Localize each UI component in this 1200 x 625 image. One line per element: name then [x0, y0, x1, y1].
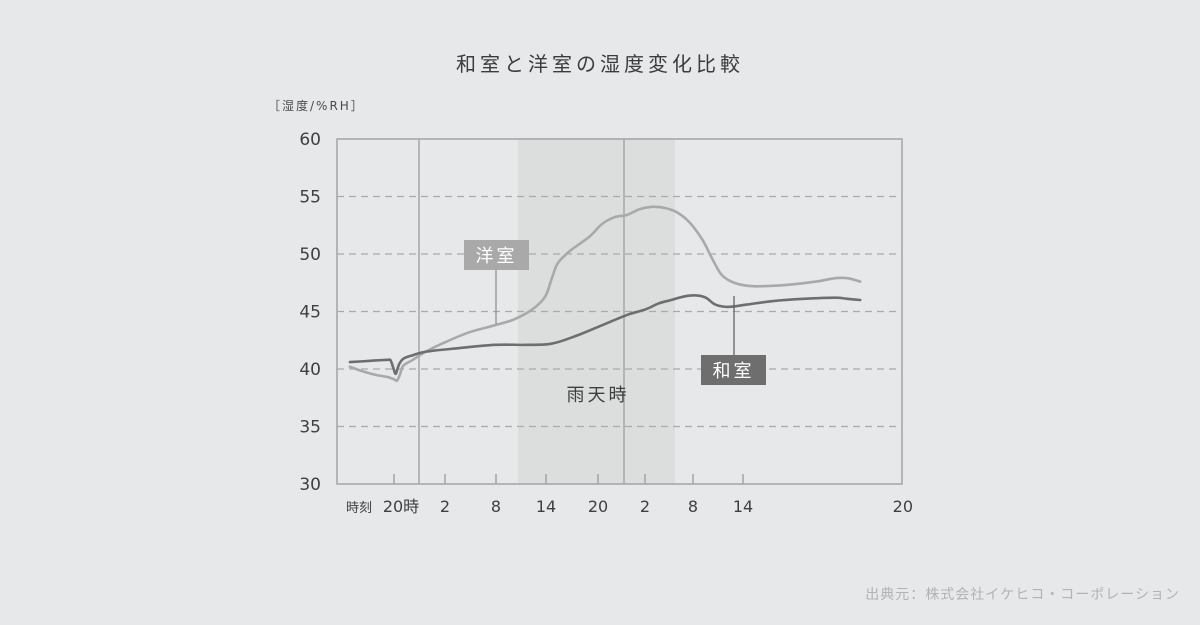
source-credit: 出典元：株式会社イケヒコ・コーポレーション — [865, 587, 1180, 603]
x-tick-label: 14 — [536, 497, 556, 516]
washitsu-label-box — [701, 355, 766, 385]
y-tick-label: 45 — [299, 303, 321, 323]
yoshitsu-label-box — [464, 240, 529, 270]
x-tick-label: 2 — [440, 497, 450, 516]
y-axis-unit-label: ［湿度/%RH］ — [268, 98, 365, 113]
x-tick-label: 8 — [688, 497, 698, 516]
rainy-period-label: 雨天時 — [567, 385, 630, 406]
x-axis-time-label: 時刻 — [346, 501, 372, 516]
y-tick-label: 35 — [299, 418, 321, 438]
series-line-washitsu — [348, 294, 862, 376]
y-tick-label: 40 — [299, 360, 321, 380]
x-tick-label: 20時 — [383, 497, 419, 516]
plot-frame — [336, 138, 903, 485]
washitsu-label: 和室 — [713, 361, 755, 382]
x-tick-label: 2 — [640, 497, 650, 516]
x-tick-label: 20 — [588, 497, 608, 516]
y-tick-label: 55 — [299, 188, 321, 208]
yoshitsu-label: 洋室 — [476, 246, 518, 267]
x-tick-label: 8 — [491, 497, 501, 516]
y-tick-label: 30 — [299, 475, 321, 495]
x-tick-label: 14 — [733, 497, 753, 516]
series-line-yoshitsu — [348, 205, 862, 383]
chart-title: 和室と洋室の湿度変化比較 — [456, 52, 744, 76]
y-tick-label: 50 — [299, 245, 321, 265]
y-tick-label: 60 — [299, 130, 321, 150]
x-tick-label: 20 — [893, 497, 913, 516]
